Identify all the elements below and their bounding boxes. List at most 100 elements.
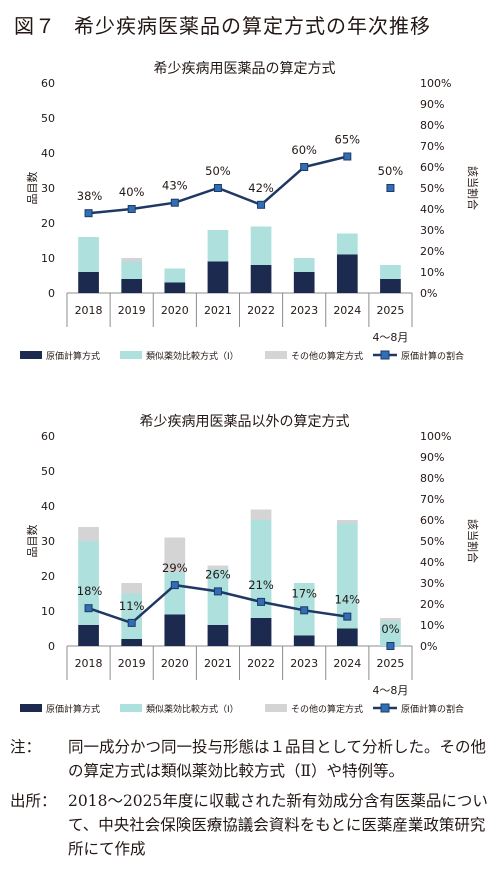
bar-segment: [250, 520, 272, 618]
note-head: 注：: [10, 738, 42, 756]
y2-tick-label: 80%: [420, 472, 444, 485]
y-tick-label: 20: [41, 217, 55, 230]
ratio-data-label: 17%: [291, 586, 317, 600]
chart-orphan-drugs: 希少疾病用医薬品の算定方式 0 10 20 30 40 50 60 0% 10% 20% 30% 40%…: [0, 55, 500, 385]
ratio-point: [84, 209, 93, 218]
bar-segment: [380, 265, 401, 279]
bar-segment: [293, 258, 315, 272]
ratio-data-label: 26%: [205, 567, 231, 581]
x-tick-label: 2022: [247, 304, 275, 317]
x-tick-label: 2020: [161, 304, 189, 317]
y2-tick-label: 30%: [420, 224, 444, 237]
notes-section: 注： 同一成分かつ同一投与形態は１品目として分析した。その他の算定方式は類似薬効…: [10, 735, 495, 861]
bar-segment: [293, 272, 315, 293]
bar-segment: [250, 509, 272, 520]
legend-label: 原価計算の割合: [401, 350, 464, 362]
ratio-data-label: 43%: [162, 179, 188, 193]
x-tick-label: 2025: [376, 304, 404, 317]
bar-segment: [121, 279, 143, 293]
bar-segment: [121, 258, 143, 262]
x-tick-label: 2025: [376, 657, 404, 670]
chart-svg: 希少疾病用医薬品の算定方式 0 10 20 30 40 50 60 0% 10% 20% 30% 40%…: [20, 61, 480, 362]
x-tick-label: 2021: [204, 657, 232, 670]
ratio-data-label: 0%: [381, 622, 399, 636]
bar-segment: [164, 572, 186, 615]
legend-label: 原価計算方式: [46, 350, 100, 362]
y2-tick-label: 10%: [420, 266, 444, 279]
legend-label: その他の算定方式: [291, 350, 363, 362]
source: 出所： 2018～2025年度に収載された新有効成分含有医薬品について、中央社会…: [10, 789, 495, 861]
y2-tick-label: 10%: [420, 619, 444, 632]
x-tick-label: 2020: [161, 657, 189, 670]
y-axis-title: 品目数: [26, 172, 39, 205]
ratio-data-label: 50%: [205, 164, 231, 178]
chart-non-orphan-drugs: 希少疾病用医薬品以外の算定方式 0 10 20 30 40 50 60 0% 10% 20% 30% 4…: [0, 408, 500, 738]
x-tick-label: 2021: [204, 304, 232, 317]
y2-axis-title: 該当割合: [466, 166, 480, 210]
ratio-data-label: 60%: [291, 143, 317, 157]
bar-segment: [164, 268, 186, 283]
x-tick-label: 2018: [75, 657, 103, 670]
y2-tick-label: 0%: [420, 287, 437, 300]
source-head: 出所：: [10, 792, 57, 810]
y2-tick-label: 60%: [420, 514, 444, 527]
y-tick-label: 50: [41, 112, 55, 125]
legend-swatch-marker: [380, 703, 390, 713]
figure-title-text: 希少疾病医薬品の算定方式の年次推移: [74, 14, 431, 38]
bar-segment: [250, 265, 272, 293]
legend-label: 類似薬効比較方式（Ⅰ）: [146, 350, 239, 362]
bar-segment: [121, 261, 143, 279]
ratio-data-label: 40%: [119, 185, 145, 199]
x-tick-label: 2024: [333, 304, 361, 317]
ratio-point: [170, 581, 179, 590]
y-tick-label: 20: [41, 570, 55, 583]
bar-segment: [78, 272, 99, 293]
figure-number: 図７: [14, 14, 56, 38]
bar-segment: [164, 614, 186, 646]
y-tick-label: 0: [48, 640, 55, 653]
y2-tick-label: 0%: [420, 640, 437, 653]
y2-tick-label: 100%: [420, 77, 451, 90]
bar-segment: [336, 628, 358, 646]
y2-tick-label: 40%: [420, 203, 444, 216]
y2-tick-label: 30%: [420, 577, 444, 590]
chart-title: 希少疾病用医薬品の算定方式: [154, 61, 336, 77]
ratio-point: [84, 604, 93, 613]
ratio-data-label: 65%: [335, 133, 361, 147]
x-tick-label: 2022: [247, 657, 275, 670]
bar-segment: [207, 625, 229, 646]
bar-segment: [78, 625, 99, 646]
x-tick-label: 2023: [290, 657, 318, 670]
source-text: 2018～2025年度に収載された新有効成分含有医薬品について、中央社会保険医療…: [68, 792, 488, 858]
ratio-point: [127, 618, 136, 627]
legend-label: 原価計算の割合: [401, 703, 464, 715]
y-tick-label: 60: [41, 77, 55, 90]
figure-title: 図７ 希少疾病医薬品の算定方式の年次推移: [14, 10, 431, 39]
x-tick-label: 2019: [118, 304, 146, 317]
ratio-point: [300, 163, 309, 171]
y-tick-label: 10: [41, 252, 55, 265]
ratio-point: [213, 587, 222, 596]
ratio-data-label: 29%: [162, 561, 188, 575]
ratio-data-label: 11%: [119, 599, 145, 613]
bar-segment: [293, 635, 315, 646]
legend-swatch: [120, 351, 142, 359]
y2-tick-label: 20%: [420, 245, 444, 258]
ratio-point: [343, 152, 352, 161]
bar-segment: [207, 565, 229, 569]
ratio-point: [213, 184, 222, 192]
bar-segment: [380, 621, 401, 646]
bar-segment: [207, 261, 229, 293]
bar-segment: [78, 237, 99, 272]
y2-tick-label: 80%: [420, 119, 444, 132]
y-axis-title: 品目数: [26, 525, 39, 558]
ratio-data-label: 18%: [77, 584, 103, 598]
y2-tick-label: 50%: [420, 182, 444, 195]
x-tick-label: 2018: [75, 304, 103, 317]
y2-tick-label: 90%: [420, 98, 444, 111]
bar-segment: [164, 282, 186, 293]
bar-segment: [121, 639, 143, 646]
ratio-point: [386, 642, 395, 650]
bar-segment: [207, 569, 229, 625]
bar-segment: [336, 254, 358, 293]
